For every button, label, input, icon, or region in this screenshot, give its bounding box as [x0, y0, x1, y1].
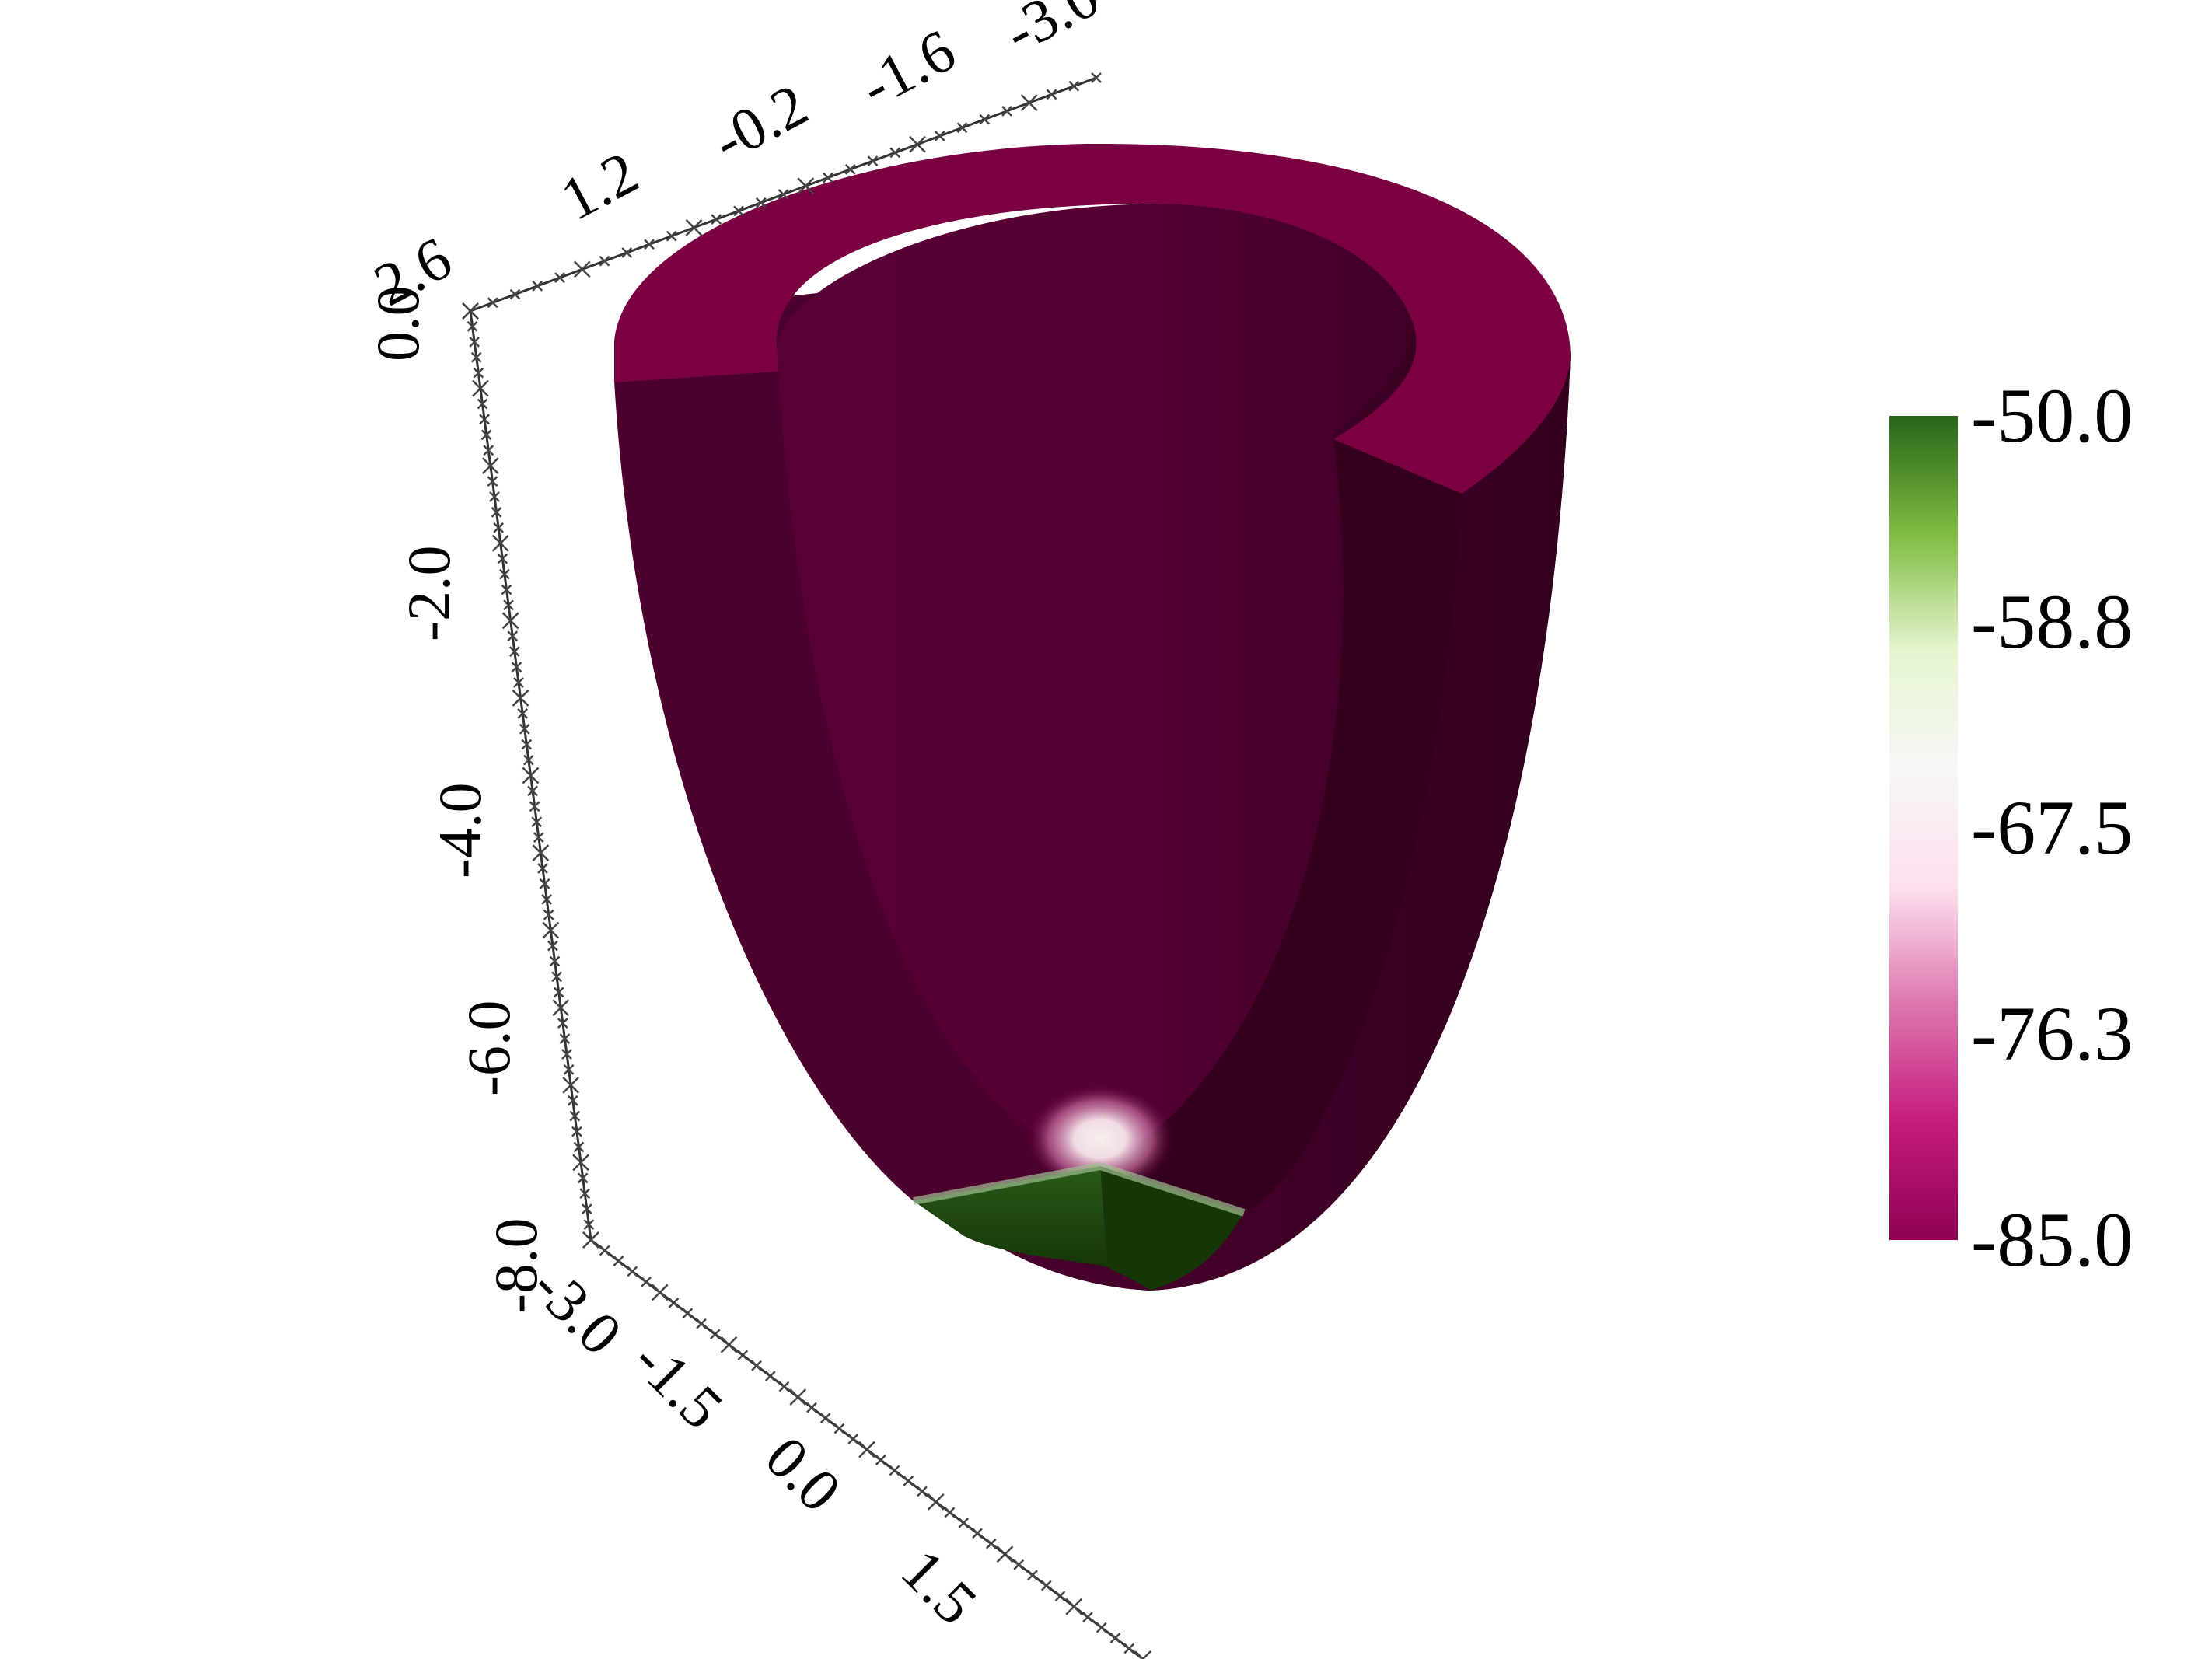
x-tick-label: 1.5 — [889, 1536, 990, 1637]
axis-tick-mark — [1042, 1581, 1051, 1591]
axis-tick-mark — [945, 1507, 955, 1517]
axis-tick-mark — [859, 1442, 875, 1458]
axis-tick-mark — [780, 1382, 789, 1392]
axis-tick-mark — [807, 1403, 816, 1413]
axis-tick-mark — [1097, 1623, 1106, 1633]
axis-tick-mark — [1028, 1570, 1037, 1580]
axis-tick-mark — [848, 1434, 858, 1444]
axis-tick-mark — [903, 1476, 913, 1486]
y-tick-label: -0.2 — [701, 70, 818, 175]
x-tick-label: 0.0 — [753, 1423, 854, 1525]
x-axis-labels: -3.0 -1.5 0.0 1.5 — [519, 1252, 990, 1637]
axis-tick-mark — [1014, 1560, 1023, 1570]
axis-tick-mark — [987, 1539, 996, 1549]
ventricle-model — [614, 144, 1571, 1291]
axis-tick-mark — [910, 137, 925, 152]
axis-tick-mark — [1066, 1599, 1082, 1615]
axis-tick-mark — [917, 1486, 927, 1496]
colorbar-label-max: -50.0 — [1971, 377, 2133, 455]
axis-tick-mark — [890, 1465, 900, 1475]
axis-tick-mark — [1111, 1633, 1120, 1643]
colorbar-gradient — [1889, 416, 1958, 1240]
axis-tick-mark — [1083, 1612, 1092, 1622]
z-tick-label: -6.0 — [455, 1001, 522, 1096]
axis-tick-mark — [711, 1329, 720, 1339]
axis-tick-mark — [1022, 95, 1037, 110]
axis-tick-mark — [575, 261, 590, 277]
axis-tick-mark — [876, 1455, 886, 1465]
axis-tick-mark — [669, 1298, 679, 1308]
axis-tick-mark — [766, 1371, 775, 1381]
x-tick-label: -1.5 — [620, 1326, 736, 1442]
axis-tick-mark — [1056, 1591, 1065, 1601]
z-tick-label: 0.0 — [364, 286, 432, 362]
colorbar-label: -76.3 — [1971, 995, 2133, 1073]
z-tick-label: -4.0 — [426, 783, 494, 878]
axis-tick-mark — [928, 1494, 944, 1510]
axis-tick-mark — [614, 1256, 624, 1266]
axis-tick-mark — [600, 1245, 610, 1255]
axis-tick-mark — [652, 1284, 668, 1300]
z-tick-label: -2.0 — [395, 546, 463, 641]
axis-tick-mark — [722, 1337, 737, 1353]
axis-tick-mark — [641, 1277, 651, 1287]
axis-tick-mark — [821, 1413, 830, 1423]
colorbar-label: -58.8 — [1971, 583, 2133, 661]
y-tick-label: -3.0 — [993, 0, 1109, 66]
colorbar-label-min: -85.0 — [1971, 1201, 2133, 1279]
axis-tick-mark — [973, 1528, 982, 1538]
y-tick-label: -1.6 — [849, 16, 966, 120]
colorbar-label: -67.5 — [1971, 789, 2133, 867]
axis-tick-mark — [1124, 1644, 1134, 1654]
z-axis-labels: 0.0 -2.0 -4.0 -6.0 -8.0 — [364, 286, 550, 1315]
y-tick-label: 1.2 — [550, 138, 648, 233]
axis-tick-mark — [687, 220, 702, 236]
axis-tick-mark — [697, 1319, 706, 1329]
axis-tick-mark — [752, 1361, 761, 1371]
axis-tick-mark — [959, 1518, 968, 1528]
axis-tick-mark — [683, 1308, 692, 1318]
axis-tick-mark — [790, 1389, 805, 1405]
axis-tick-mark — [627, 1266, 637, 1276]
axis-tick-mark — [738, 1350, 747, 1360]
axis-tick-mark — [998, 1546, 1013, 1562]
axis-tick-mark — [835, 1424, 844, 1434]
